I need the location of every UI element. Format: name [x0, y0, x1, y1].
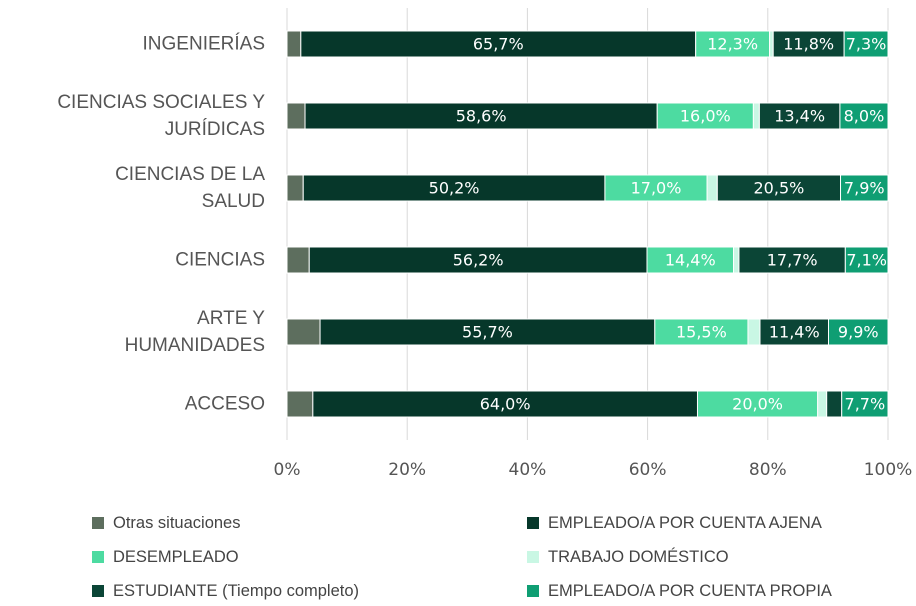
bar-segment	[604, 174, 708, 202]
bar-segment	[696, 390, 819, 418]
value-label: 7,1%	[846, 251, 887, 270]
value-label: 65,7%	[473, 35, 524, 54]
legend-item: ESTUDIANTE (Tiempo completo)	[92, 580, 359, 602]
bar-segment	[304, 102, 658, 130]
category-label: ARTE Y HUMANIDADES	[124, 308, 265, 356]
value-label: 64,0%	[480, 395, 531, 414]
legend-label: EMPLEADO/A POR CUENTA AJENA	[548, 513, 822, 532]
x-tick-label: 60%	[629, 460, 667, 480]
bar-segment	[772, 30, 845, 58]
bar-segment	[843, 30, 889, 58]
value-label: 20,5%	[754, 179, 805, 198]
legend-item: Otras situaciones	[92, 512, 240, 534]
bar-segment	[844, 246, 889, 274]
x-tick-label: 40%	[509, 460, 547, 480]
legend-label: ESTUDIANTE (Tiempo completo)	[113, 581, 360, 600]
legend-swatch	[92, 551, 104, 563]
bar-segment	[656, 102, 754, 130]
value-label: 11,8%	[783, 35, 834, 54]
bar-segment	[286, 318, 321, 346]
bar-segment	[752, 102, 760, 130]
bar-segment	[706, 174, 718, 202]
legend-swatch	[527, 517, 539, 529]
bar-segment	[738, 246, 846, 274]
bar-segment	[759, 318, 830, 346]
value-label: 56,2%	[453, 251, 504, 270]
value-label: 55,7%	[462, 323, 513, 342]
value-label: 7,9%	[844, 179, 885, 198]
legend-label: EMPLEADO/A POR CUENTA PROPIA	[548, 581, 832, 600]
value-label: 17,7%	[767, 251, 818, 270]
value-label: 16,0%	[680, 107, 731, 126]
bar-segment	[769, 30, 774, 58]
x-tick-label: 20%	[388, 460, 426, 480]
legend-item: EMPLEADO/A POR CUENTA PROPIA	[527, 580, 832, 602]
bar-segment	[300, 30, 697, 58]
legend-item: TRABAJO DOMÉSTICO	[527, 546, 729, 568]
value-label: 12,3%	[707, 35, 758, 54]
bar-segment	[695, 30, 771, 58]
value-label: 50,2%	[429, 179, 480, 198]
category-label: ACCESO	[184, 393, 265, 415]
legend-swatch	[92, 585, 104, 597]
value-label: 20,0%	[732, 395, 783, 414]
bar-segment	[312, 390, 698, 418]
bar-segment	[646, 246, 735, 274]
bar-segment	[286, 102, 306, 130]
bar-segment	[828, 318, 889, 346]
bar-segment	[286, 390, 314, 418]
legend-label: TRABAJO DOMÉSTICO	[548, 547, 729, 566]
bar-segment	[839, 102, 889, 130]
value-label: 14,4%	[665, 251, 716, 270]
value-label: 13,4%	[774, 107, 825, 126]
value-label: 7,3%	[846, 35, 887, 54]
x-tick-label: 80%	[749, 460, 787, 480]
value-label: 7,7%	[845, 395, 886, 414]
category-label: CIENCIAS DE LA SALUD	[115, 164, 265, 212]
bar-segment	[826, 390, 843, 418]
category-label: CIENCIAS SOCIALES Y JURÍDICAS	[57, 92, 265, 140]
bar-segment	[840, 174, 889, 202]
value-label: 9,9%	[838, 323, 879, 342]
legend-item: EMPLEADO/A POR CUENTA AJENA	[527, 512, 822, 534]
value-label: 8,0%	[844, 107, 885, 126]
category-label: INGENIERÍAS	[142, 33, 265, 55]
value-label: 17,0%	[631, 179, 682, 198]
legend-swatch	[92, 517, 104, 529]
bar-segment	[841, 390, 889, 418]
bar-segment	[302, 174, 606, 202]
value-label: 15,5%	[676, 323, 727, 342]
category-label: CIENCIAS	[175, 249, 265, 271]
legend-item: DESEMPLEADO	[92, 546, 239, 568]
bar-segment	[817, 390, 828, 418]
x-tick-label: 0%	[274, 460, 301, 480]
x-tick-label: 100%	[864, 460, 913, 480]
value-label: 11,4%	[769, 323, 820, 342]
bar-segment	[747, 318, 761, 346]
bar-segment	[286, 30, 302, 58]
legend-label: Otras situaciones	[113, 513, 241, 532]
value-label: 58,6%	[456, 107, 507, 126]
bar-segment	[654, 318, 749, 346]
bar-segment	[286, 174, 304, 202]
legend-swatch	[527, 551, 539, 563]
legend-swatch	[527, 585, 539, 597]
bar-segment	[286, 246, 310, 274]
legend-label: DESEMPLEADO	[113, 547, 239, 566]
bar-segment	[733, 246, 740, 274]
